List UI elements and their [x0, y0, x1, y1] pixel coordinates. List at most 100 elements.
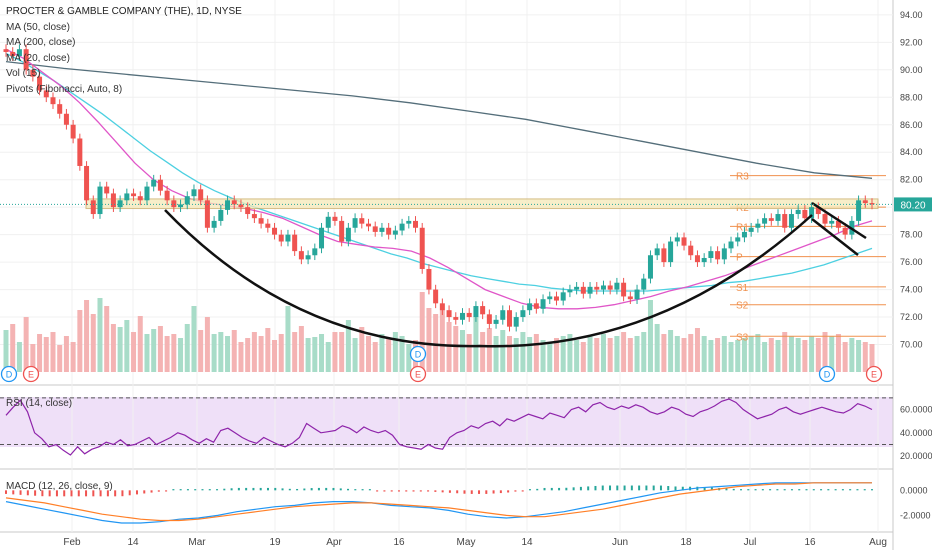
- volume-bar: [735, 340, 741, 372]
- volume-bar: [560, 336, 566, 372]
- volume-bar: [768, 338, 774, 372]
- macd-histogram-bar: [361, 489, 364, 491]
- volume-bar: [37, 334, 43, 372]
- event-markers: D EDE D E: [0, 345, 883, 383]
- macd-histogram-bar: [674, 486, 677, 491]
- volume-bar: [506, 336, 512, 372]
- macd-histogram-bar: [609, 485, 612, 491]
- candle-body: [70, 124, 76, 139]
- candle-body: [654, 248, 660, 256]
- volume-bar: [741, 338, 747, 372]
- volume-bar: [426, 308, 432, 372]
- macd-histogram-bar: [841, 489, 844, 491]
- candle-body: [708, 251, 714, 258]
- symbol-title[interactable]: PROCTER & GAMBLE COMPANY (THE), 1D, NYSE: [6, 6, 242, 17]
- volume-bar: [486, 328, 492, 372]
- macd-histogram-bar: [536, 488, 539, 491]
- macd-histogram-bar: [419, 490, 422, 492]
- volume-bar: [674, 336, 680, 372]
- volume-bar: [654, 324, 660, 372]
- candle-body: [84, 165, 90, 201]
- macd-histogram-bar: [303, 488, 306, 491]
- time-axis[interactable]: Feb 14 Mar 19 Apr 16 May 14 Jun 18 Jul 16 Aug: [63, 537, 887, 548]
- macd-histogram-bar: [790, 489, 793, 491]
- candle-body: [3, 49, 9, 52]
- candle-body: [473, 306, 479, 318]
- pivot-label-s3: S3: [736, 332, 749, 343]
- macd-histogram-bar: [572, 487, 575, 491]
- legend-ma20[interactable]: MA (20, close): [6, 52, 70, 64]
- dividend-marker-label: D: [415, 350, 422, 360]
- earnings-marker-label: E: [415, 370, 421, 380]
- macd-histogram-bar: [99, 490, 102, 497]
- candle-body: [191, 189, 197, 197]
- candle-body: [668, 241, 674, 263]
- dividend-marker: [0, 365, 18, 383]
- macd-histogram-bar: [412, 490, 415, 492]
- macd-histogram-bar: [354, 489, 357, 491]
- macd-histogram-bar: [12, 490, 15, 495]
- candle-body: [272, 227, 278, 235]
- volume-bar: [708, 340, 714, 372]
- macd-histogram-bar: [834, 489, 837, 491]
- price-tick-label: 86.00: [900, 120, 923, 130]
- candle-body: [782, 214, 788, 228]
- candle-body: [16, 49, 22, 57]
- macd-histogram-bar: [849, 489, 852, 491]
- candle-body: [406, 220, 412, 224]
- volume-bar: [16, 342, 22, 372]
- volume-bar: [540, 340, 546, 372]
- legend-pivots[interactable]: Pivots (Fibonacci, Auto, 8): [6, 83, 123, 95]
- macd-histogram-bar: [201, 489, 204, 491]
- macd-histogram-bar: [230, 488, 233, 491]
- volume-bar: [312, 337, 318, 372]
- pivot-label-s1: S1: [736, 283, 749, 294]
- candle-body: [721, 248, 727, 260]
- macd-histogram-bar: [448, 490, 451, 493]
- macd-histogram-bar: [63, 490, 66, 497]
- volume-bar: [862, 342, 868, 372]
- volume-bar: [238, 342, 244, 372]
- candle-body: [419, 227, 425, 269]
- macd-histogram-bar: [135, 490, 138, 495]
- macd-histogram: [5, 485, 873, 497]
- earnings-marker-label: E: [28, 370, 34, 380]
- candle-body: [178, 204, 184, 208]
- candle-body: [144, 186, 150, 201]
- candle-body: [802, 209, 808, 219]
- macd-histogram-bar: [732, 488, 735, 491]
- candle-body: [735, 237, 741, 242]
- candle-body: [332, 216, 338, 221]
- macd-histogram-bar: [871, 489, 873, 491]
- volume-bar: [372, 342, 378, 372]
- candle-body: [822, 214, 828, 224]
- time-tick-label: Jun: [612, 537, 628, 548]
- macd-histogram-bar: [812, 489, 815, 491]
- volume-bar: [849, 338, 855, 372]
- volume-bar: [567, 334, 573, 372]
- candle-body: [413, 220, 419, 228]
- volume-bar: [668, 330, 674, 372]
- macd-histogram-bar: [223, 488, 226, 491]
- volume-bar: [728, 342, 734, 372]
- legend-ma50[interactable]: MA (50, close): [6, 21, 70, 33]
- candle-body: [641, 278, 647, 290]
- volume-bar: [305, 338, 311, 372]
- legend-volume[interactable]: Vol (15): [6, 68, 41, 79]
- time-tick-label: 14: [521, 537, 533, 548]
- volume-bar: [621, 332, 627, 372]
- legend-ma200[interactable]: MA (200, close): [6, 37, 76, 48]
- volume-bar: [835, 334, 841, 372]
- volume-bar: [661, 334, 667, 372]
- volume-bar: [151, 329, 157, 372]
- volume-bar: [339, 332, 345, 372]
- candle-body: [621, 282, 627, 297]
- volume-bar: [587, 336, 593, 372]
- volume-bar: [204, 317, 210, 372]
- macd-histogram-bar: [798, 489, 801, 491]
- volume-bar: [856, 340, 862, 372]
- price-axis[interactable]: 94.0092.0090.0088.0086.0084.0082.0080.00…: [900, 10, 923, 350]
- macd-histogram-bar: [376, 490, 379, 492]
- volume-bar: [164, 336, 170, 372]
